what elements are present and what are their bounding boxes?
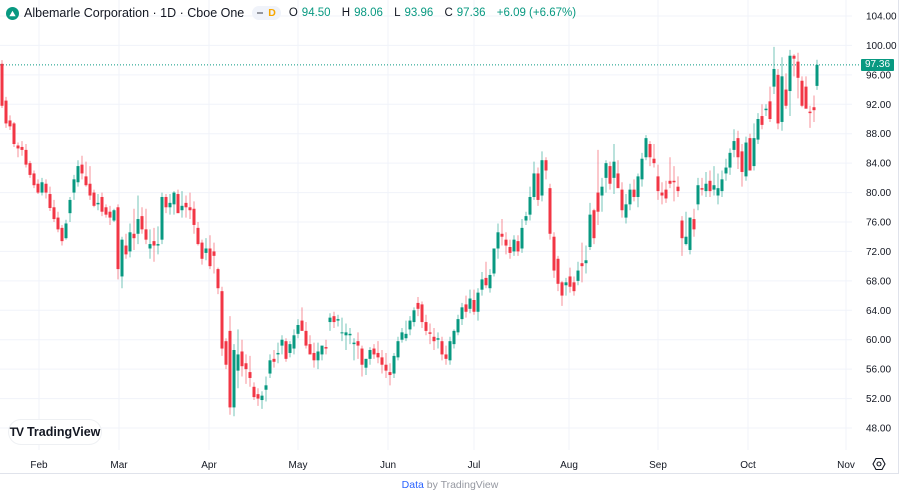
time-tick: Nov [837,460,855,471]
albemarle-logo-icon [6,6,19,20]
ohlc-values: O 94.50 H 98.06 L 93.96 C 97.36 +6.09 (+6.67… [289,7,580,19]
candles [0,46,819,417]
time-tick: Aug [560,460,578,471]
price-tick: 84.00 [866,159,891,170]
open-value: 94.50 [301,7,331,19]
price-tick: 100.00 [866,41,897,52]
last-price-tag: 97.36 [861,59,894,71]
gear-icon[interactable] [872,457,886,471]
price-tick: 64.00 [866,306,891,317]
close-value: 97.36 [456,7,486,19]
tradingview-logo-icon: TV [9,425,24,439]
minus-icon [257,12,264,14]
price-tick: 72.00 [866,247,891,258]
time-tick: Feb [30,460,48,471]
tradingview-badge[interactable]: TV TradingView [9,420,101,444]
close-label: C [444,7,453,19]
price-tick: 60.00 [866,335,891,346]
price-tick: 76.00 [866,218,891,229]
low-label: L [394,7,401,19]
chart-legend: Albemarle Corporation · 1D · Cboe One D … [6,5,580,21]
price-tick: 68.00 [866,276,891,287]
tradingview-badge-label: TradingView [26,425,101,439]
grid-lines [0,0,852,450]
symbol-title[interactable]: Albemarle Corporation · 1D · Cboe One [24,6,245,20]
price-axis[interactable]: 104.00 100.00 96.00 92.00 88.00 84.00 80.00 76.… [866,12,897,435]
interval-badge: D [268,7,276,19]
time-tick: Oct [740,460,756,471]
time-tick: Jul [468,460,481,471]
price-tick: 92.00 [866,100,891,111]
price-tick: 48.00 [866,424,891,435]
candlestick-chart[interactable]: 104.00 100.00 96.00 92.00 88.00 84.00 80.00 76.… [0,0,900,474]
chart-frame[interactable] [0,0,899,474]
time-tick: Sep [649,460,667,471]
price-tick: 104.00 [866,12,897,23]
time-axis[interactable]: Feb Mar Apr May Jun Jul Aug Sep Oct Nov [30,460,855,471]
price-tick: 80.00 [866,188,891,199]
footer-by-text: by TradingView [426,479,499,491]
time-tick: Mar [110,460,128,471]
open-label: O [288,7,298,19]
low-value: 93.96 [404,7,434,19]
change-value: +6.09 (+6.67%) [496,7,577,19]
price-tick: 96.00 [866,70,891,81]
footer: Data by TradingView [0,479,900,491]
price-tick: 56.00 [866,365,891,376]
time-tick: Apr [201,460,217,471]
data-link[interactable]: Data [401,479,424,491]
time-tick: May [289,460,308,471]
price-tick: 88.00 [866,129,891,140]
price-tick: 52.00 [866,394,891,405]
high-value: 98.06 [354,7,383,19]
high-label: H [341,7,351,19]
market-status-pill[interactable]: D [252,6,281,20]
time-tick: Jun [380,460,396,471]
